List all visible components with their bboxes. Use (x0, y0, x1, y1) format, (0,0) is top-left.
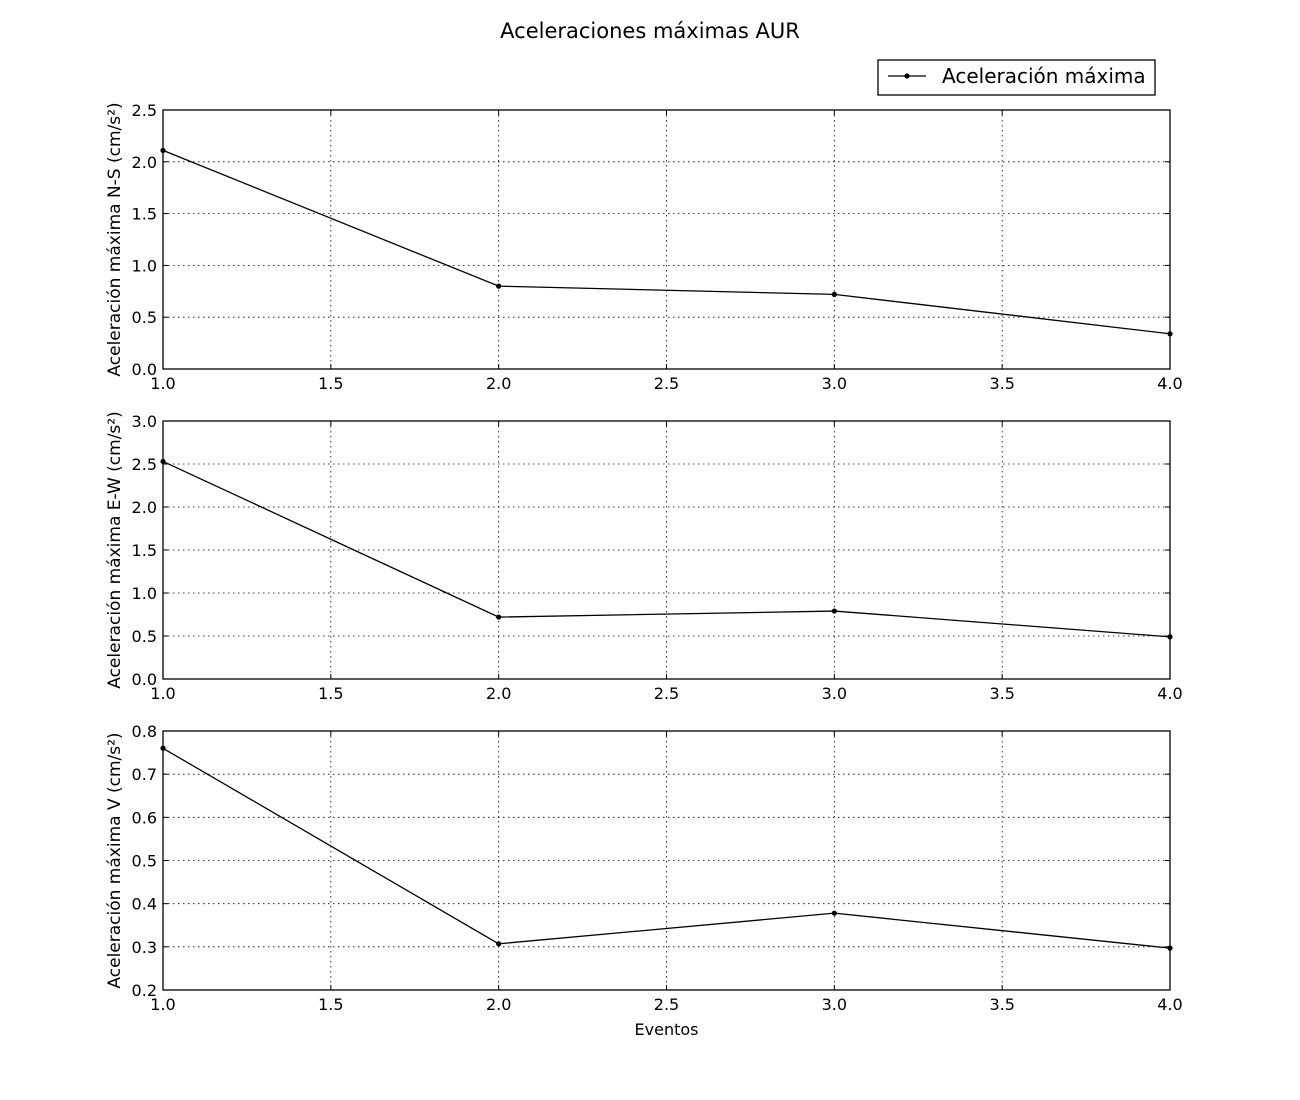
x-tick-label: 4.0 (1157, 684, 1182, 703)
y-tick-label: 0.7 (132, 765, 157, 784)
series-line (162, 149, 1171, 335)
chart-title: Aceleraciones máximas AUR (500, 19, 800, 43)
data-point (831, 291, 837, 298)
data-point (1167, 331, 1173, 337)
series-line (162, 460, 1171, 638)
x-tick-label: 4.0 (1157, 995, 1182, 1014)
x-tick-label: 2.0 (486, 684, 511, 703)
data-point (496, 283, 502, 289)
y-tick-label: 1.0 (132, 256, 157, 275)
y-tick-label: 1.5 (132, 541, 157, 560)
x-tick-label: 2.5 (654, 684, 679, 703)
y-tick-label: 1.0 (132, 584, 157, 603)
data-point (160, 458, 166, 465)
y-tick-label: 0.3 (132, 938, 157, 957)
x-tick-label: 1.5 (318, 374, 343, 393)
y-tick-label: 1.5 (132, 205, 157, 224)
data-point (1167, 634, 1173, 640)
x-tick-label: 1.0 (150, 995, 175, 1014)
x-tick-label: 2.0 (486, 995, 511, 1014)
x-tick-label: 2.0 (486, 374, 511, 393)
data-point (1167, 945, 1173, 951)
y-tick-label: 2.0 (132, 498, 157, 517)
subplot-ew: 1.0 1.5 2.0 2.5 3.0 3.5 4.0 0.0 0.5 1.0 1.5 2.0 2.5 3… (105, 411, 1183, 703)
y-tick-label: 0.2 (132, 981, 157, 1000)
x-tick-label: 3.5 (989, 374, 1014, 393)
data-point (160, 745, 166, 751)
y-tick-label: 0.5 (132, 852, 157, 871)
legend-box (877, 59, 1156, 96)
y-tick-label: 0.4 (132, 895, 157, 914)
y-tick-label: 0.5 (132, 627, 157, 646)
x-tick-label: 3.5 (989, 684, 1014, 703)
y-tick-label: 0.8 (132, 722, 157, 741)
data-point (160, 147, 166, 154)
x-tick-label: 2.5 (654, 995, 679, 1014)
x-tick-label: 4.0 (1157, 374, 1182, 393)
subplot-ns: 1.0 1.5 2.0 2.5 3.0 3.5 4.0 0.0 0.5 1.0 1.5 2.0 2.5 A… (105, 101, 1183, 393)
data-point (831, 910, 837, 916)
y-tick-label: 2.5 (132, 101, 157, 120)
x-tick-label: 1.0 (150, 374, 175, 393)
y-tick-label: 2.5 (132, 455, 157, 474)
x-tick-label: 3.0 (822, 995, 847, 1014)
x-axis-label: Eventos (635, 1020, 699, 1039)
y-tick-label: 2.0 (132, 153, 157, 172)
series-line (162, 747, 1171, 949)
x-tick-label: 2.5 (654, 374, 679, 393)
y-tick-label: 0.6 (132, 808, 157, 827)
data-point (831, 608, 837, 614)
x-tick-label: 1.5 (318, 684, 343, 703)
y-axis-label: Aceleración máxima V (cm/s²) (105, 732, 125, 988)
x-tick-label: 3.0 (822, 374, 847, 393)
y-tick-label: 0.5 (132, 308, 157, 327)
legend-marker-sample (904, 73, 910, 79)
x-tick-label: 1.5 (318, 995, 343, 1014)
y-axis-label: Aceleración máxima N-S (cm/s²) (105, 102, 125, 376)
y-tick-label: 3.0 (132, 412, 157, 431)
y-tick-label: 0.0 (132, 360, 157, 379)
legend-label: Aceleración máxima (942, 64, 1146, 88)
x-tick-label: 3.5 (989, 995, 1014, 1014)
y-axis-label: Aceleración máxima E-W (cm/s²) (105, 411, 125, 689)
x-tick-label: 1.0 (150, 684, 175, 703)
subplot-v: 1.0 1.5 2.0 2.5 3.0 3.5 4.0 0.2 0.3 0.4 0.5 0.6 0.7 0… (105, 722, 1183, 1039)
data-point (496, 941, 502, 947)
legend: Aceleración máxima (877, 59, 1156, 96)
y-tick-label: 0.0 (132, 670, 157, 689)
x-tick-label: 3.0 (822, 684, 847, 703)
data-point (496, 614, 502, 620)
